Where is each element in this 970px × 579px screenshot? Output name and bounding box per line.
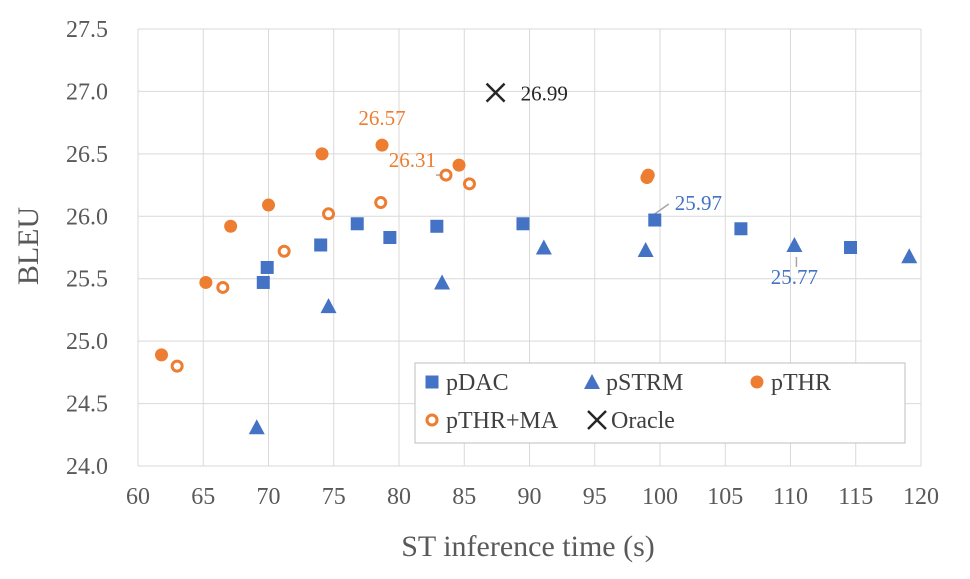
pthr-point [154,348,168,362]
y-tick-labels: 24.0 24.5 25.0 25.5 26.0 26.5 27.0 27.5 [66,17,108,480]
data-label: 26.57 [358,106,405,130]
pstrm-point [320,298,337,314]
pthr-point [641,168,655,182]
y-tick-label: 26.5 [66,142,108,168]
legend-item-pdac: pDAC [425,370,509,396]
oracle-x-stroke [485,82,506,103]
pstrm-point [637,241,654,257]
y-axis-title: BLEU [12,207,45,286]
data-label: 26.99 [521,82,568,106]
pthr-ma-point [322,207,336,221]
pthr-ma-point [462,177,476,191]
legend-label: pTHR [771,370,831,396]
x-axis-title: ST inference time (s) [401,530,655,563]
pstrm-point [786,237,803,253]
oracle-x-stroke [587,410,607,430]
legend-box [414,362,906,444]
legend-marker-pstrm [584,374,600,389]
legend-item-pstrm: pSTRM [584,370,683,396]
data-annotations: 26.99 26.57 26.31 25.97 25.77 [358,82,818,289]
legend: pDAC pSTRM pTHR pTHR+MA Oracle [414,362,906,444]
x-tick-label: 80 [387,484,411,510]
legend-label: pTHR+MA [446,408,559,434]
pstrm-point [248,419,265,435]
x-tick-label: 60 [126,484,150,510]
x-tick-label: 65 [191,484,215,510]
x-tick-label: 105 [707,484,743,510]
legend-marker-pthr [750,375,764,389]
pdac-point [648,213,662,227]
legend-label: pDAC [446,370,509,396]
pdac-point [260,260,274,274]
pthr-point [199,275,213,289]
pstrm-point [535,239,552,255]
data-label: 25.97 [675,191,722,215]
legend-label: pSTRM [606,370,683,396]
x-tick-label: 75 [322,484,346,510]
legend-item-oracle: Oracle [587,408,675,434]
pthr-point [224,219,238,233]
legend-marker-oracle [587,410,607,430]
pthr-point [452,158,466,172]
pthr-point [315,147,329,161]
x-tick-label: 95 [583,484,607,510]
x-tick-label: 85 [452,484,476,510]
pdac-point [314,238,328,252]
legend-item-pthr: pTHR [750,370,831,396]
pdac-point [734,222,748,236]
pdac-point [516,217,530,231]
y-tick-label: 25.0 [66,329,108,355]
y-tick-label: 24.0 [66,454,108,480]
pthr-ma-point [374,196,388,210]
grid-lines [137,28,922,467]
legend-marker-pthr-ma [425,413,439,427]
legend-item-pthr-ma: pTHR+MA [425,408,559,434]
oracle-point [485,82,506,103]
data-label: 25.77 [771,265,818,289]
y-tick-label: 24.5 [66,392,108,418]
annotation-leader-lines [435,174,798,268]
pthr-ma-point [277,244,291,258]
x-tick-label: 70 [257,484,281,510]
x-tick-label: 120 [903,484,939,510]
y-tick-label: 27.0 [66,79,108,105]
legend-marker-pdac [425,375,439,389]
pdac-point [256,275,270,289]
pstrm-point [901,248,918,264]
y-tick-label: 27.5 [66,17,108,43]
pthr-ma-point [216,280,230,294]
x-tick-labels: 60 65 70 75 80 85 90 95 100 105 110 115 120 [126,484,939,510]
pthr-point [262,198,275,212]
x-tick-label: 115 [838,484,873,510]
data-label: 26.31 [389,148,436,172]
data-points [154,82,918,435]
pdac-point [844,241,858,254]
x-tick-label: 110 [773,484,808,510]
pthr-ma-point [439,168,453,182]
pthr-point [375,138,389,152]
y-tick-label: 25.5 [66,267,108,293]
x-tick-label: 100 [642,484,678,510]
pdac-point [350,217,364,231]
pstrm-point [434,274,451,290]
x-tick-label: 90 [518,484,542,510]
pdac-point [430,219,444,233]
pthr-ma-point [170,359,184,373]
pdac-point [383,231,397,245]
y-tick-label: 26.0 [66,204,108,230]
legend-label: Oracle [611,408,675,434]
